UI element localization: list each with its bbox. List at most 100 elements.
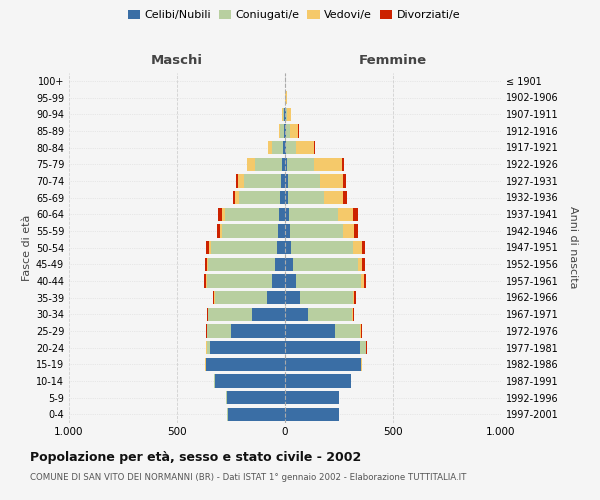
Bar xyxy=(342,158,344,171)
Bar xyxy=(207,274,272,287)
Bar xyxy=(285,324,335,338)
Bar xyxy=(256,158,283,171)
Bar xyxy=(206,324,207,338)
Bar xyxy=(364,274,367,287)
Bar xyxy=(206,241,209,254)
Bar xyxy=(247,158,256,171)
Bar xyxy=(281,108,283,121)
Bar xyxy=(222,208,225,221)
Bar xyxy=(207,324,231,338)
Bar xyxy=(218,208,222,221)
Bar xyxy=(280,124,284,138)
Bar xyxy=(360,324,361,338)
Bar xyxy=(353,308,355,321)
Bar xyxy=(353,291,355,304)
Bar xyxy=(251,308,285,321)
Bar xyxy=(285,174,287,188)
Bar xyxy=(354,224,358,237)
Text: Femmine: Femmine xyxy=(359,54,427,66)
Bar xyxy=(286,141,296,154)
Bar xyxy=(220,224,222,237)
Bar xyxy=(286,91,287,104)
Bar xyxy=(285,158,287,171)
Bar xyxy=(211,241,277,254)
Bar xyxy=(206,308,208,321)
Bar xyxy=(335,324,360,338)
Bar xyxy=(277,241,285,254)
Bar xyxy=(215,374,285,388)
Bar xyxy=(272,274,285,287)
Bar xyxy=(236,174,238,188)
Bar xyxy=(206,341,211,354)
Bar xyxy=(362,241,365,254)
Bar xyxy=(365,341,367,354)
Bar xyxy=(343,224,354,237)
Bar xyxy=(244,174,281,188)
Bar xyxy=(287,158,314,171)
Bar xyxy=(285,341,359,354)
Bar xyxy=(314,158,342,171)
Bar xyxy=(343,174,346,188)
Y-axis label: Anni di nascita: Anni di nascita xyxy=(568,206,578,288)
Bar xyxy=(285,191,288,204)
Bar xyxy=(208,258,275,271)
Bar xyxy=(268,141,272,154)
Bar xyxy=(290,124,298,138)
Bar xyxy=(233,191,235,204)
Bar xyxy=(215,291,266,304)
Bar xyxy=(280,191,285,204)
Bar xyxy=(353,208,358,221)
Bar xyxy=(266,291,285,304)
Bar xyxy=(272,141,283,154)
Bar xyxy=(283,141,285,154)
Bar xyxy=(320,174,343,188)
Bar xyxy=(285,274,296,287)
Bar xyxy=(285,374,351,388)
Bar xyxy=(228,408,285,421)
Bar xyxy=(285,258,293,271)
Text: COMUNE DI SAN VITO DEI NORMANNI (BR) - Dati ISTAT 1° gennaio 2002 - Elaborazione: COMUNE DI SAN VITO DEI NORMANNI (BR) - D… xyxy=(30,472,466,482)
Bar xyxy=(361,274,364,287)
Bar xyxy=(285,358,361,371)
Bar xyxy=(325,191,343,204)
Bar xyxy=(285,141,286,154)
Bar xyxy=(286,108,287,121)
Bar xyxy=(285,291,299,304)
Bar xyxy=(353,241,362,254)
Bar xyxy=(361,324,362,338)
Bar xyxy=(285,108,286,121)
Bar xyxy=(291,241,353,254)
Bar xyxy=(285,208,289,221)
Legend: Celibi/Nubili, Coniugati/e, Vedovi/e, Divorziati/e: Celibi/Nubili, Coniugati/e, Vedovi/e, Di… xyxy=(124,6,464,25)
Bar xyxy=(287,174,320,188)
Text: Maschi: Maschi xyxy=(151,54,203,66)
Bar xyxy=(275,258,285,271)
Bar xyxy=(279,124,280,138)
Bar xyxy=(299,291,353,304)
Bar xyxy=(204,274,206,287)
Bar xyxy=(284,108,285,121)
Bar xyxy=(285,391,339,404)
Bar xyxy=(358,258,362,271)
Bar xyxy=(231,324,285,338)
Bar xyxy=(355,291,356,304)
Bar xyxy=(205,358,206,371)
Bar xyxy=(281,174,285,188)
Bar xyxy=(362,258,365,271)
Bar xyxy=(208,308,251,321)
Bar xyxy=(290,224,343,237)
Bar xyxy=(338,208,353,221)
Bar xyxy=(286,124,290,138)
Bar xyxy=(283,158,285,171)
Bar xyxy=(206,274,207,287)
Bar xyxy=(361,358,362,371)
Bar xyxy=(207,258,208,271)
Bar xyxy=(285,241,291,254)
Bar xyxy=(279,208,285,221)
Bar xyxy=(314,141,315,154)
Bar xyxy=(217,224,220,237)
Bar xyxy=(293,258,358,271)
Bar xyxy=(205,258,207,271)
Bar xyxy=(222,224,278,237)
Bar xyxy=(352,308,353,321)
